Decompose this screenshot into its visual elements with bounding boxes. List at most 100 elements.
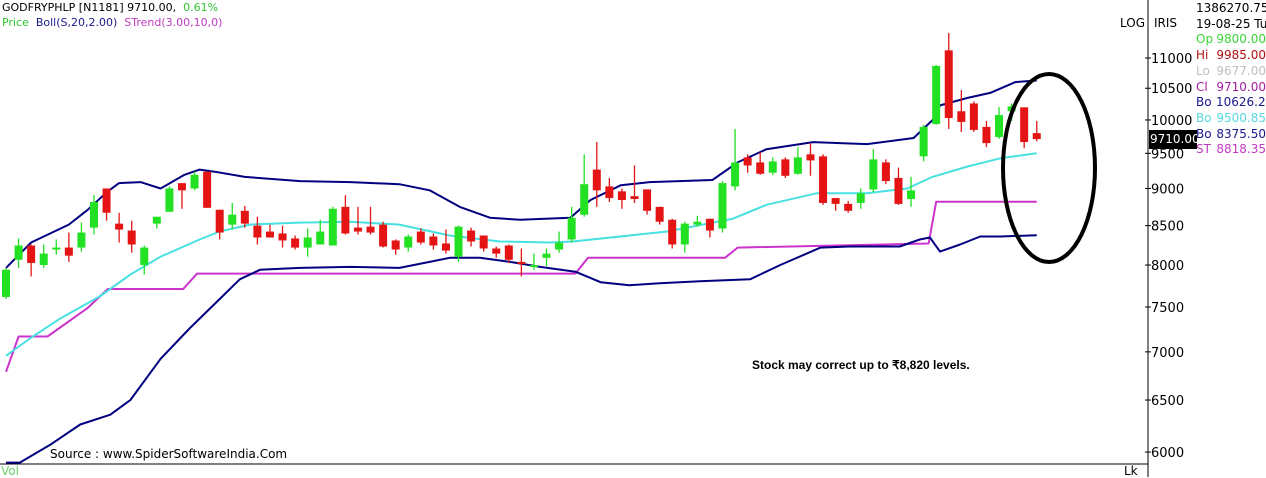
candle[interactable] [429,233,438,250]
candle[interactable] [14,238,23,268]
candle-body [14,245,23,260]
log-scale-label[interactable]: LOG [1120,16,1146,30]
candle[interactable] [454,225,463,262]
candle[interactable] [404,234,413,252]
candle[interactable] [441,229,450,254]
candle-body [869,159,878,190]
candle[interactable] [731,128,740,191]
candle[interactable] [52,239,61,255]
candle[interactable] [89,195,98,235]
candle[interactable] [580,154,589,217]
candle[interactable] [668,218,677,249]
candle[interactable] [265,224,274,238]
candle[interactable] [316,219,325,245]
candle[interactable] [995,107,1004,139]
candle[interactable] [253,216,262,245]
candle[interactable] [467,227,476,247]
candle[interactable] [27,244,36,277]
candle[interactable] [542,248,551,267]
change-percent: 0.61% [183,1,219,14]
candle[interactable] [366,206,375,235]
candle[interactable] [140,245,149,275]
candle[interactable] [793,147,802,175]
candle[interactable] [291,235,300,250]
candle[interactable] [856,188,865,209]
candle[interactable] [379,221,388,248]
candle[interactable] [944,33,953,129]
y-tick-label: 9000 [1151,182,1184,197]
candle[interactable] [932,64,941,125]
info-value: 10626.20 [1216,95,1266,110]
candle[interactable] [567,206,576,243]
candle[interactable] [102,188,111,221]
candle[interactable] [617,188,626,209]
candle[interactable] [605,177,614,202]
candle[interactable] [391,239,400,255]
candle[interactable] [844,201,853,213]
candle[interactable] [2,267,10,299]
candle[interactable] [353,206,362,235]
candle[interactable] [165,186,174,212]
candle-body [718,183,727,229]
candle[interactable] [416,228,425,245]
candle[interactable] [592,142,601,207]
candle[interactable] [555,231,564,253]
candle[interactable] [630,165,639,203]
candle[interactable] [680,221,689,253]
candle[interactable] [517,248,526,277]
candle[interactable] [705,218,714,238]
candle[interactable] [341,195,350,235]
candle[interactable] [228,202,237,230]
candle[interactable] [77,222,86,252]
candle[interactable] [215,209,224,240]
candle[interactable] [529,253,538,270]
candle[interactable] [39,244,48,268]
candle[interactable] [819,154,828,205]
candle[interactable] [969,101,978,132]
candle[interactable] [492,246,501,258]
candle[interactable] [655,206,664,225]
candle[interactable] [190,171,199,191]
candle[interactable] [64,232,73,262]
candle[interactable] [919,124,928,162]
candle[interactable] [152,216,161,229]
candle[interactable] [303,228,312,257]
candle[interactable] [504,244,513,263]
candle[interactable] [982,120,991,148]
candle[interactable] [907,176,916,207]
candle[interactable] [957,90,966,132]
candle-body [265,231,274,238]
candle[interactable] [806,143,815,176]
candle[interactable] [831,198,840,211]
candle[interactable] [881,159,890,185]
info-label: Bo [1196,110,1212,125]
candle[interactable] [756,152,765,175]
candle[interactable] [328,206,337,246]
candle[interactable] [479,235,488,252]
candle-body [668,219,677,245]
candle[interactable] [240,205,249,228]
candle[interactable] [1032,120,1041,142]
candle-body [831,198,840,204]
candle-body [705,218,714,231]
candle[interactable] [718,181,727,233]
candle[interactable] [743,154,752,173]
candle[interactable] [177,183,186,209]
candle[interactable] [115,212,124,243]
y-tick-label: 11000 [1151,52,1192,67]
candle-body [542,253,551,258]
candle-body [353,227,362,232]
candle[interactable] [127,220,136,253]
candle[interactable] [278,225,287,248]
candle[interactable] [768,157,777,175]
candle[interactable] [869,149,878,193]
candle[interactable] [693,215,702,227]
candle[interactable] [203,171,212,208]
candle[interactable] [894,167,903,205]
candle[interactable] [643,189,652,215]
candle-body [731,162,740,187]
info-value: 9710.00 [1216,79,1266,94]
candle[interactable] [781,157,790,178]
candle[interactable] [1020,107,1029,149]
